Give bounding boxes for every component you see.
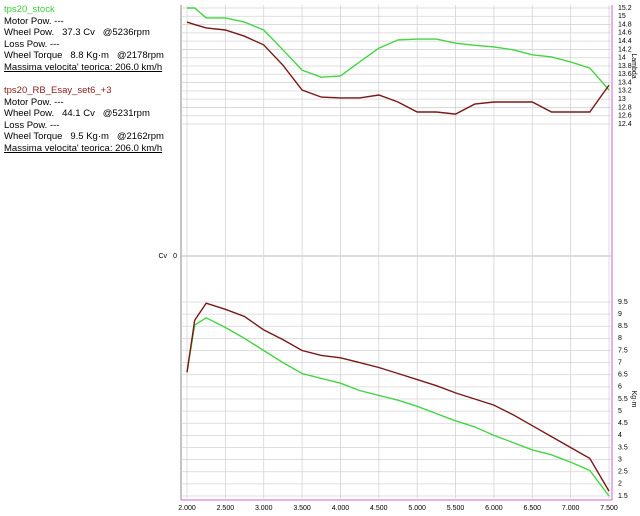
run-stat: Loss Pow. ---: [4, 38, 60, 50]
y2-tick-label: 14.8: [618, 21, 632, 28]
y2-tick-label: 12.8: [618, 104, 632, 111]
run-stat: Motor Pow. ---: [4, 96, 64, 108]
x-tick-label: 5.000: [408, 505, 426, 512]
y2-tick-label: 1.5: [618, 493, 628, 500]
x-tick-label: 2.500: [217, 505, 235, 512]
run-stat: Motor Pow. ---: [4, 15, 64, 27]
y2-tick-label: 9.5: [618, 299, 628, 306]
x-tick-label: 6.000: [485, 505, 503, 512]
y2-tick-label: 13.2: [618, 88, 632, 95]
y2-tick-label: 13.8: [618, 63, 632, 70]
run-stat: Wheel Pow. 37.3 Cv @5236rpm: [4, 27, 150, 38]
y2-tick-label: 13.6: [618, 71, 632, 78]
y2-axis-label: Lambda: [630, 53, 637, 78]
y2-tick-label: 15.2: [618, 5, 632, 12]
x-tick-label: 7.000: [562, 505, 580, 512]
y2-tick-label: 5.5: [618, 396, 628, 403]
y2-tick-label: 2.5: [618, 469, 628, 476]
data-line: [187, 7, 610, 91]
y2-tick-label: 8.5: [618, 323, 628, 330]
x-tick-label: 4.000: [332, 505, 350, 512]
run-name: tps20_stock: [4, 4, 55, 15]
y2-tick-label: 14.4: [618, 38, 632, 45]
x-tick-label: 6.500: [524, 505, 542, 512]
data-line: [186, 21, 610, 115]
y2-tick-label: 4.5: [618, 420, 628, 427]
data-line: [186, 302, 610, 492]
y2-tick-label: 9: [618, 311, 622, 318]
x-tick-label: 4.500: [370, 505, 388, 512]
y2-tick-label: 14: [618, 55, 626, 62]
info-panel: tps20_stock Motor Pow. --- Wheel Pow. 37.3…: [4, 4, 180, 154]
y2-tick-label: 6: [618, 384, 622, 391]
run-stat: Wheel Torque 9.5 Kg·m @2162rpm: [4, 131, 164, 142]
y2-tick-label: 12.4: [618, 121, 632, 128]
y2-tick-label: 8: [618, 335, 622, 342]
run-name: tps20_RB_Esay_set6_+3: [4, 85, 112, 96]
y2-tick-label: 13.4: [618, 79, 632, 86]
y-tick-label: 0: [173, 253, 177, 260]
run-stat: Massima velocita' teorica: 206.0 km/h: [4, 142, 163, 154]
y2-tick-label: 2: [618, 481, 622, 488]
y-axis-label: Cv: [158, 253, 167, 260]
y2-tick-label: 14.6: [618, 30, 632, 37]
run-stat: Massima velocita' teorica: 206.0 km/h: [4, 61, 163, 73]
x-tick-label: 3.000: [255, 505, 273, 512]
y2-tick-label: 5: [618, 408, 622, 415]
y2-tick-label: 3.5: [618, 444, 628, 451]
x-tick-label: 3.500: [293, 505, 311, 512]
y2-tick-label: 4: [618, 432, 622, 439]
y2-tick-label: 12.6: [618, 113, 632, 120]
y2-tick-label: 14.2: [618, 46, 632, 53]
run-stat: Wheel Torque 8.8 Kg·m @2178rpm: [4, 50, 164, 61]
y2-tick-label: 13: [618, 96, 626, 103]
y2-tick-label: 3: [618, 456, 622, 463]
x-tick-label: 2.000: [178, 505, 196, 512]
y2-tick-label: 6.5: [618, 372, 628, 379]
data-line: [186, 316, 610, 497]
run-stat: Wheel Pow. 44.1 Cv @5231rpm: [4, 108, 150, 119]
y2-axis-label: Kg·m: [630, 391, 637, 408]
y2-tick-label: 15: [618, 13, 626, 20]
run-stat: Loss Pow. ---: [4, 119, 60, 131]
x-tick-label: 7.500: [600, 505, 618, 512]
y2-tick-label: 7.5: [618, 347, 628, 354]
y2-tick-label: 7: [618, 359, 622, 366]
x-tick-label: 5.500: [447, 505, 465, 512]
